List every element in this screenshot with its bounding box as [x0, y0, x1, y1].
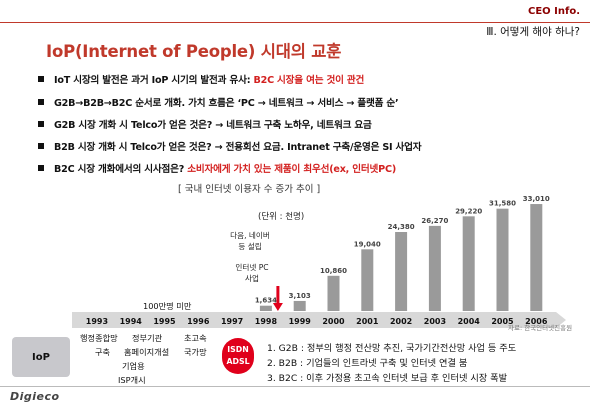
bullet-text: G2B→B2B→B2C 순서로 개화. 가치 흐름은 ‘PC → 네트워크 → … [54, 98, 399, 109]
x-tick-label: 2006 [525, 317, 548, 326]
timeline-label: 국가망 [184, 347, 207, 357]
bullet-item: G2B→B2B→B2C 순서로 개화. 가치 흐름은 ‘PC → 네트워크 → … [38, 95, 399, 109]
header-divider [0, 22, 590, 23]
timeline-label: 초고속 [184, 333, 207, 343]
iop-label-box: IoP [12, 337, 70, 377]
bar [530, 204, 543, 311]
isdn-label: ISDN [227, 345, 249, 354]
bullet-marker [38, 76, 44, 82]
x-tick-label: 2005 [491, 317, 514, 326]
data-label: 26,270 [421, 217, 448, 225]
x-tick-label: 1996 [187, 317, 210, 326]
page-title: IoP(Internet of People) 시대의 교훈 [46, 42, 342, 61]
bullet-item: IoT 시장의 발전은 과거 IoP 시기의 발전과 유사: B2C 시장을 여… [38, 72, 364, 86]
timeline-label: 구축 [95, 347, 111, 357]
timeline-label: 기업용 [122, 361, 145, 371]
bullet-item: B2B 시장 개화 시 Telco가 얻은 것은? → 전용회선 요금. Int… [38, 139, 422, 153]
x-tick-label: 1995 [153, 317, 176, 326]
digieco-logo: Digieco [10, 390, 60, 403]
bar [496, 208, 509, 311]
data-label: 1,634 [255, 297, 277, 305]
x-tick-label: 1993 [86, 317, 108, 326]
chart-source: 자료: 한국인터넷진흥원 [508, 324, 573, 332]
bullet-marker [38, 165, 44, 171]
data-label: 3,103 [289, 292, 311, 300]
data-label: 24,380 [388, 223, 415, 231]
adsl-label: ADSL [226, 357, 250, 366]
bullet-text: B2C 시장 개화에서의 시사점은? [54, 164, 188, 175]
bullet-text: IoT 시장의 발전은 과거 IoP 시기의 발전과 유사: [54, 75, 254, 86]
x-tick-label: 2000 [322, 317, 345, 326]
data-label: 19,040 [354, 240, 381, 248]
bar [361, 249, 374, 311]
footer-divider [0, 386, 590, 387]
timeline-band [72, 312, 566, 328]
data-label: 33,010 [523, 195, 550, 203]
note-b2b: 2. B2B : 기업들의 인트라넷 구축 및 인터넷 연결 붐 [267, 358, 468, 369]
x-tick-label: 1994 [120, 317, 143, 326]
x-tick-label: 2004 [458, 317, 481, 326]
x-tick-label: 2003 [424, 317, 446, 326]
bar [327, 275, 340, 311]
bar [428, 225, 441, 311]
bar [293, 300, 306, 311]
callout-internet-pc: 인터넷 PC 사업 [235, 263, 269, 283]
callout-portal: 다음, 네이버 등 설립 [230, 231, 270, 251]
brand-label: CEO Info. [527, 6, 580, 17]
timeline-label: ISP개시 [118, 375, 146, 385]
bullet-highlight: B2C 시장을 여는 것이 관건 [253, 75, 365, 86]
note-b2c: 3. B2C : 이후 가정용 초고속 인터넷 보급 후 인터넷 시장 폭발 [267, 373, 508, 384]
timeline-label: 정부기관 [132, 333, 163, 343]
isdn-adsl-badge: ISDN ADSL [222, 338, 254, 374]
bar [462, 216, 475, 311]
arrow-head [272, 303, 283, 311]
bullet-item: B2C 시장 개화에서의 시사점은? 소비자에게 가치 있는 제품이 최우선(e… [38, 161, 396, 175]
chart-title: [ 국내 인터넷 이용자 수 증가 추이 ] [178, 184, 321, 195]
bar [395, 232, 408, 311]
data-label: 10,860 [320, 267, 347, 275]
bullet-text: B2B 시장 개화 시 Telco가 얻은 것은? → 전용회선 요금. Int… [54, 142, 422, 153]
chart-annotation: 100만명 미만 [143, 301, 192, 311]
x-tick-label: 1999 [289, 317, 312, 326]
bullet-marker [38, 99, 44, 105]
bullet-item: G2B 시장 개화 시 Telco가 얻은 것은? → 네트워크 구축 노하우,… [38, 117, 372, 131]
section-label: Ⅲ. 어떻게 해야 하나? [486, 26, 580, 38]
x-tick-label: 2002 [390, 317, 412, 326]
x-tick-label: 1997 [221, 317, 243, 326]
bar [259, 305, 272, 311]
x-tick-label: 2001 [356, 317, 379, 326]
note-g2b: 1. G2B : 정부의 행정 전산망 추진, 국가기간전산망 사업 등 주도 [267, 343, 517, 354]
x-tick-label: 1998 [255, 317, 278, 326]
data-label: 29,220 [455, 207, 482, 215]
timeline-label: 행정종합망 [80, 333, 118, 343]
bullet-text: G2B 시장 개화 시 Telco가 얻은 것은? → 네트워크 구축 노하우,… [54, 120, 372, 131]
timeline-label: 홈페이지개설 [124, 347, 170, 357]
bullet-highlight: 소비자에게 가치 있는 제품이 최우선(ex, 인터넷PC) [187, 164, 397, 175]
bullet-marker [38, 143, 44, 149]
chart-unit: (단위 : 천명) [258, 212, 305, 222]
data-label: 31,580 [489, 200, 516, 208]
bullet-marker [38, 121, 44, 127]
